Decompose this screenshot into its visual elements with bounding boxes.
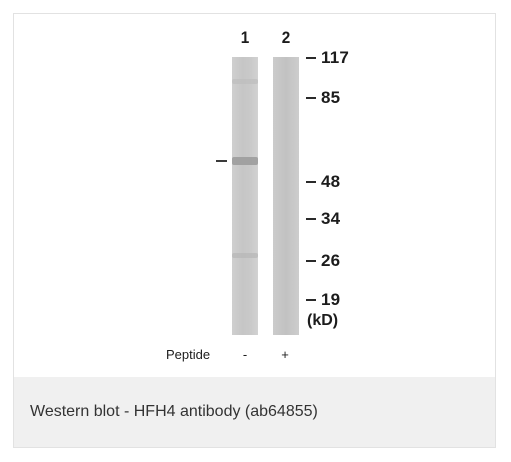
caption-bar: Western blot - HFH4 antibody (ab64855): [14, 377, 495, 447]
marker-85: 85: [306, 88, 340, 108]
marker-117: 117: [306, 48, 349, 68]
marker-48: 48: [306, 172, 340, 192]
peptide-label: Peptide: [166, 347, 211, 362]
marker-label: 117: [321, 48, 350, 67]
marker-dash: [306, 260, 316, 262]
faint-band: [232, 253, 258, 258]
lane-label-1: 1: [240, 28, 250, 47]
target-band-marker: [216, 160, 227, 162]
peptide-sign-lane-1: -: [242, 347, 248, 362]
marker-34: 34: [306, 209, 340, 229]
figure-caption: Western blot - HFH4 antibody (ab64855): [30, 403, 318, 420]
marker-label: 19: [321, 290, 341, 309]
lane-2: [273, 57, 299, 335]
lane-label-2: 2: [281, 28, 291, 47]
target-band: [232, 157, 258, 165]
marker-label: 48: [321, 172, 341, 191]
unit-label: (kD): [307, 312, 339, 329]
faint-band: [232, 79, 258, 84]
marker-dash: [306, 181, 316, 183]
marker-label: 34: [321, 209, 341, 228]
peptide-sign-lane-2: +: [281, 347, 289, 362]
marker-19: 19: [306, 290, 340, 310]
marker-label: 85: [321, 88, 341, 107]
marker-26: 26: [306, 251, 340, 271]
marker-dash: [306, 218, 316, 220]
figure-card: 1 2 117 85 48 34 26: [13, 13, 496, 448]
marker-dash: [306, 97, 316, 99]
lane-1: [232, 57, 258, 335]
marker-dash: [306, 299, 316, 301]
marker-dash: [306, 57, 316, 59]
western-blot-image: 1 2 117 85 48 34 26: [14, 14, 495, 377]
marker-label: 26: [321, 251, 341, 270]
